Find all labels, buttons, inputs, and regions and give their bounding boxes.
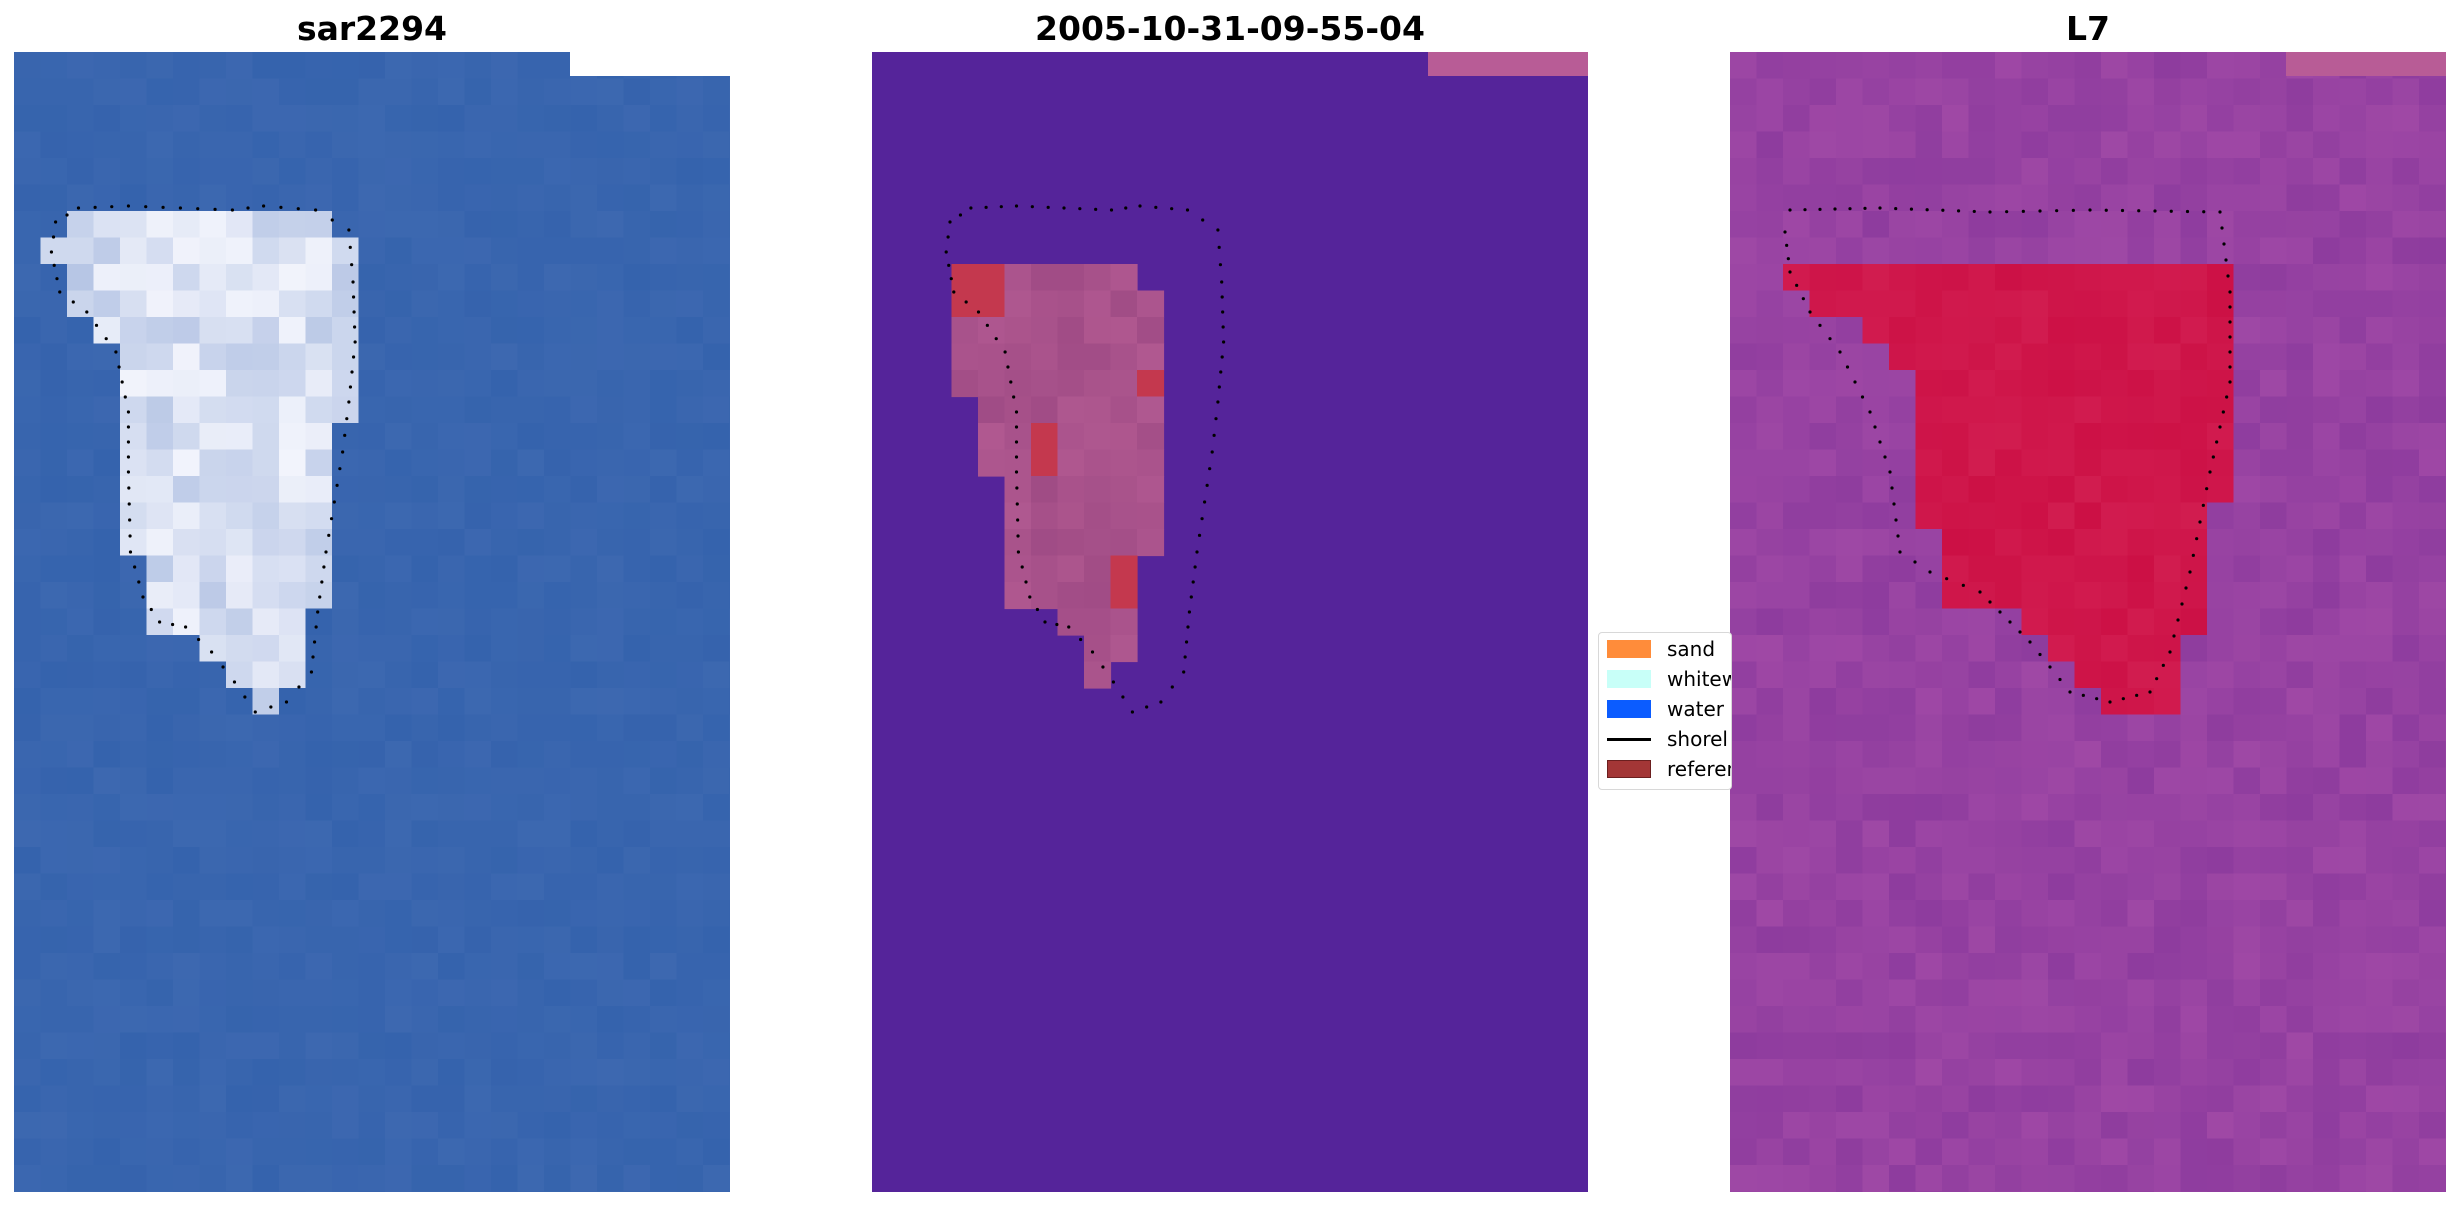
nodata-strip [570, 52, 730, 76]
title-index: L7 [2066, 9, 2110, 48]
legend-label-shoreline: shorel [1667, 727, 1728, 751]
index-image-canvas [1730, 52, 2446, 1192]
nodata-strip [2286, 52, 2446, 76]
legend-label-sand: sand [1667, 637, 1716, 661]
panel-index-image [1730, 52, 2446, 1192]
legend-item-whitewater: whitew [1607, 665, 1732, 693]
legend-swatch-shoreline [1607, 737, 1651, 741]
title-classified: 2005-10-31-09-55-04 [1035, 9, 1425, 48]
panel-rgb-image [14, 52, 730, 1192]
legend-item-reference: referen [1607, 755, 1732, 783]
legend-swatch-reference [1607, 760, 1651, 778]
shoreline-dots-index [1783, 206, 2232, 704]
panel-classified-image [872, 52, 1588, 1192]
rgb-pixel-grid [14, 52, 730, 1192]
legend-label-reference: referen [1667, 757, 1732, 781]
shoreline-dots-classified [944, 204, 1226, 714]
legend: sand whitew water shorel referen [1598, 632, 1732, 790]
shoreline-dots-rgb [49, 204, 357, 714]
legend-label-whitewater: whitew [1667, 667, 1732, 691]
classified-image-canvas [872, 52, 1588, 1192]
legend-swatch-sand [1607, 640, 1651, 658]
legend-swatch-whitewater [1607, 670, 1651, 688]
rgb-image-canvas [14, 52, 730, 1192]
classified-pixel-grid [951, 264, 1165, 689]
index-pixel-grid [1730, 52, 2446, 1192]
classified-background [872, 52, 1588, 1192]
legend-item-sand: sand [1607, 635, 1715, 663]
legend-item-water: water [1607, 695, 1724, 723]
title-rgb: sar2294 [296, 9, 448, 48]
nodata-strip [1428, 52, 1588, 76]
legend-swatch-water [1607, 700, 1651, 718]
legend-item-shoreline: shorel [1607, 725, 1728, 753]
legend-label-water: water [1667, 697, 1724, 721]
